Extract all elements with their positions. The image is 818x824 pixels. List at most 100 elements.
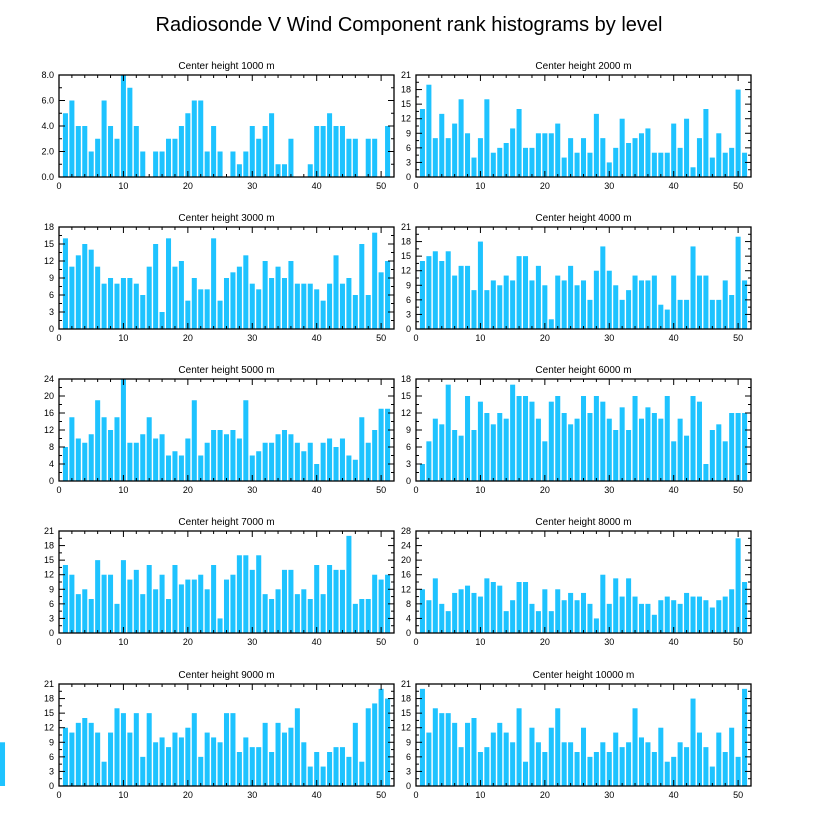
x-tick-label: 20 [540,485,550,495]
histogram-bar [432,708,438,786]
histogram-bar [75,594,81,633]
histogram-bar [385,126,391,177]
histogram-bar [339,438,345,481]
y-tick-label: 18 [44,222,54,232]
plot-frame [58,378,395,482]
histogram-bar [729,727,735,786]
plot-frame [58,74,395,178]
histogram-bar [301,283,307,329]
histogram-bar [88,599,94,633]
histogram-bar [729,295,735,329]
histogram-bar [626,143,632,177]
histogram-bar [645,407,651,481]
histogram-bar [535,133,541,177]
histogram-bar [243,151,249,177]
y-tick-label: 0 [49,628,54,638]
histogram-bar [548,133,554,177]
histogram-bar [419,589,425,633]
histogram-bar [372,232,378,329]
histogram-bar [645,280,651,329]
x-tick-label: 0 [413,790,418,800]
histogram-bar [664,596,670,633]
histogram-bar [645,128,651,177]
y-tick-label: 21 [401,679,411,689]
histogram-bar [288,261,294,329]
histogram-bar [542,752,548,786]
histogram-bar [626,290,632,329]
chart-panel: Center height 9000 m 0 10 20 30 40 50 0 3 6 9 12 15 1… [44,670,395,800]
histogram-bar [529,280,535,329]
histogram-bar [645,603,651,633]
plot-frame [415,530,752,634]
histogram-bar [671,441,677,481]
histogram-bar [703,109,709,177]
histogram-bar [211,737,217,786]
histogram-bar [365,599,371,633]
histogram-bar [716,600,722,633]
histogram-bar [503,143,509,177]
histogram-bar [269,599,275,633]
histogram-bar [555,275,561,329]
x-tick-label: 30 [247,485,257,495]
chart-panel: Center height 4000 m 0 10 20 30 40 50 0 3 6 9 12 15 1… [401,213,752,343]
histogram-bar [574,752,580,786]
panel-title: Center height 8000 m [535,517,631,528]
histogram-bar [385,698,391,786]
histogram-bar [465,133,471,177]
y-tick-label: 6.0 [41,96,54,106]
histogram-bar [185,438,191,481]
x-tick-label: 10 [475,485,485,495]
histogram-bar [249,126,255,177]
histogram-bar [645,742,651,786]
histogram-bar [426,732,432,786]
histogram-bar [95,400,101,481]
histogram-bar [281,732,287,786]
histogram-bar [269,752,275,786]
y-tick-label: 15 [44,555,54,565]
histogram-bar [606,603,612,633]
histogram-bar [153,151,159,177]
histogram-bar [269,113,275,177]
histogram-bar [606,162,612,177]
panel-title: Center height 4000 m [535,213,631,224]
histogram-bar [419,109,425,177]
histogram-bar [574,285,580,329]
histogram-bar [632,708,638,786]
histogram-bar [709,607,715,633]
y-tick-label: 3 [406,309,411,319]
histogram-bar [249,455,255,481]
histogram-bar [243,400,249,481]
histogram-bar [211,126,217,177]
histogram-bar [178,584,184,633]
y-tick-label: 4 [49,459,54,469]
histogram-bar [452,123,458,177]
histogram-bar [465,585,471,633]
histogram-bar [606,752,612,786]
histogram-bar [249,569,255,633]
y-tick-label: 3 [49,766,54,776]
histogram-bar [140,434,146,481]
histogram-bar [593,270,599,329]
histogram-bar [159,737,165,786]
histogram-bar [503,418,509,481]
x-tick-label: 0 [56,637,61,647]
histogram-bar [191,713,197,786]
histogram-bar [561,600,567,633]
histogram-bar [690,396,696,481]
histogram-bar [490,424,496,481]
histogram-bar [426,600,432,633]
y-tick-label: 12 [401,723,411,733]
histogram-bar [477,241,483,329]
histogram-bar [172,565,178,633]
histogram-bar [320,300,326,329]
histogram-bar [256,555,262,633]
x-tick-label: 10 [475,637,485,647]
histogram-bar [230,713,236,786]
x-tick-label: 40 [669,181,679,191]
histogram-bar [269,278,275,329]
y-tick-label: 18 [401,694,411,704]
histogram-bar [204,589,210,633]
chart-panel: Center height 2000 m 0 10 20 30 40 50 0 3 6 9 12 15 1… [401,61,752,191]
histogram-bar [445,611,451,633]
chart-panel: Center height 8000 m 0 10 20 30 40 50 0 4 8 12 16 20… [401,517,752,647]
